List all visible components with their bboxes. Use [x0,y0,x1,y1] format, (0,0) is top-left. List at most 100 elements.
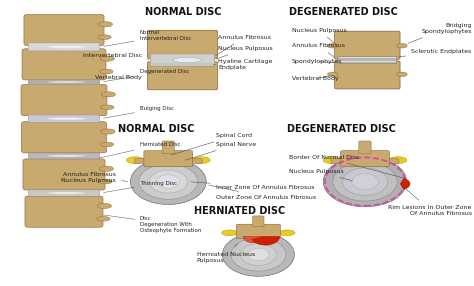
FancyBboxPatch shape [253,216,264,227]
Ellipse shape [101,129,115,134]
Text: Disc
Degeneration With
Osteophyte Formation: Disc Degeneration With Osteophyte Format… [103,215,201,233]
Ellipse shape [231,238,286,271]
Ellipse shape [397,72,407,77]
Text: Nucleus Pulposus: Nucleus Pulposus [292,27,346,43]
FancyBboxPatch shape [359,141,371,154]
Ellipse shape [47,82,85,83]
Ellipse shape [100,166,114,171]
Ellipse shape [222,230,237,236]
Text: Normal
Intervertebral Disc: Normal Intervertebral Disc [103,30,191,46]
Text: Herniated Disc: Herniated Disc [99,142,180,158]
Wedge shape [243,237,264,243]
Text: Spinal Cord: Spinal Cord [171,133,252,155]
Ellipse shape [389,157,407,164]
Text: Degenerated Disc: Degenerated Disc [103,69,189,82]
FancyBboxPatch shape [162,141,174,154]
Ellipse shape [192,157,210,164]
FancyBboxPatch shape [147,30,218,58]
FancyBboxPatch shape [335,31,400,59]
Text: Rim Lesions In Outer Zone
Of Annulus Fibrosus: Rim Lesions In Outer Zone Of Annulus Fib… [388,186,472,216]
Ellipse shape [101,105,114,110]
Text: Outer Zone Of Annulus Fibrosus: Outer Zone Of Annulus Fibrosus [209,185,316,200]
Text: Vertebral Body: Vertebral Body [292,76,338,81]
Ellipse shape [173,57,201,63]
Ellipse shape [100,142,114,147]
Text: Spinal Nerve: Spinal Nerve [185,142,256,160]
Ellipse shape [323,157,341,164]
FancyBboxPatch shape [338,57,397,63]
Text: Annulus Fibrosus
Nucleus Pulposus: Annulus Fibrosus Nucleus Pulposus [61,172,128,183]
FancyBboxPatch shape [28,80,100,85]
Wedge shape [401,178,410,189]
Ellipse shape [47,155,85,157]
Text: Border Of Normal Disc: Border Of Normal Disc [289,155,404,178]
Ellipse shape [97,217,110,221]
FancyBboxPatch shape [28,43,100,51]
FancyBboxPatch shape [147,62,218,90]
FancyBboxPatch shape [28,115,100,122]
Text: DEGENERATED DISC: DEGENERATED DISC [289,7,398,17]
Text: NORMAL DISC: NORMAL DISC [145,7,221,17]
FancyBboxPatch shape [340,151,390,167]
Text: Herniated Nucleus
Pulposus: Herniated Nucleus Pulposus [197,244,255,263]
Text: HERNIATED DISC: HERNIATED DISC [194,206,286,217]
Ellipse shape [130,159,206,204]
FancyBboxPatch shape [24,14,104,45]
Ellipse shape [352,174,378,190]
Ellipse shape [139,164,198,199]
Text: Annulus Fibrosus: Annulus Fibrosus [292,43,345,57]
Text: Annulus Fibrosus: Annulus Fibrosus [216,35,271,56]
FancyBboxPatch shape [21,122,107,153]
Ellipse shape [328,43,338,48]
Ellipse shape [99,22,113,27]
Ellipse shape [323,156,407,207]
Text: Inner Zone Of Annulus Fibrosus: Inner Zone Of Annulus Fibrosus [191,182,314,190]
Bar [339,61,396,62]
FancyBboxPatch shape [21,85,107,116]
Bar [152,54,213,55]
Ellipse shape [47,192,85,194]
Ellipse shape [97,203,111,208]
FancyBboxPatch shape [387,159,399,163]
Text: Nucleus Pulposus: Nucleus Pulposus [216,46,273,59]
Ellipse shape [328,72,338,77]
FancyBboxPatch shape [22,49,106,80]
Text: Nucleus Pulposus: Nucleus Pulposus [289,169,353,181]
Ellipse shape [222,233,294,276]
Ellipse shape [98,35,111,39]
Text: Hyaline Cartilage
Endplate: Hyaline Cartilage Endplate [213,59,273,70]
Ellipse shape [99,179,112,184]
Ellipse shape [101,92,116,97]
FancyBboxPatch shape [190,159,202,163]
Text: NORMAL DISC: NORMAL DISC [118,124,195,134]
Text: Sclerotic Endplates: Sclerotic Endplates [399,49,472,57]
FancyBboxPatch shape [23,159,105,190]
FancyBboxPatch shape [135,159,147,163]
Ellipse shape [47,118,85,120]
FancyBboxPatch shape [331,159,343,163]
FancyBboxPatch shape [25,196,103,227]
Ellipse shape [100,69,113,74]
Text: Bridging
Spondylophytes: Bridging Spondylophytes [408,23,472,43]
Wedge shape [252,237,280,245]
Ellipse shape [333,162,397,201]
Text: DEGENERATED DISC: DEGENERATED DISC [287,124,396,134]
Bar [152,63,213,65]
Ellipse shape [342,168,388,195]
Ellipse shape [248,248,269,261]
FancyBboxPatch shape [236,224,281,239]
Text: Vertebral Body: Vertebral Body [95,73,149,80]
Text: Thinning Disc: Thinning Disc [103,180,177,192]
FancyBboxPatch shape [144,151,192,167]
Ellipse shape [149,170,187,193]
Text: Bulging Disc: Bulging Disc [103,106,174,118]
Text: Intervertebral Disc: Intervertebral Disc [82,53,149,60]
Ellipse shape [279,230,295,236]
Ellipse shape [397,43,407,48]
FancyBboxPatch shape [28,190,100,196]
Ellipse shape [126,157,144,164]
Ellipse shape [240,244,276,265]
Ellipse shape [47,46,85,48]
FancyBboxPatch shape [28,153,100,159]
FancyBboxPatch shape [150,54,215,66]
